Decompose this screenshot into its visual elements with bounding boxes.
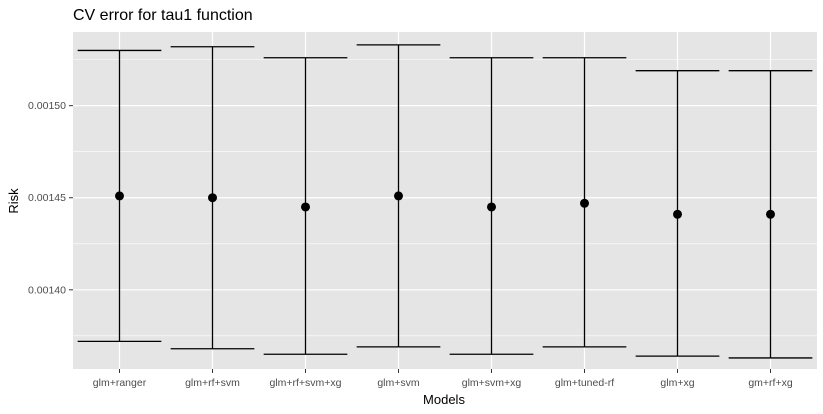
y-axis: 0.00140 0.00145 0.00150: [28, 100, 73, 296]
plot-panel: [73, 32, 817, 369]
mean-point: [394, 191, 403, 201]
error-bars: [77, 44, 813, 359]
x-tick-label: glm+tuned-rf: [555, 377, 614, 389]
mean-point: [301, 202, 310, 212]
y-tick-label: 0.00140: [28, 284, 66, 296]
mean-point: [766, 209, 775, 219]
mean-point: [487, 202, 496, 212]
x-tick-label: glm+rf+svm+xg: [269, 377, 341, 389]
grid-minor: [73, 59, 817, 337]
chart-title: CV error for tau1 function: [73, 7, 253, 24]
x-tick-label: gm+rf+xg: [748, 377, 793, 389]
mean-point: [580, 198, 589, 208]
x-tick-label: glm+svm: [377, 377, 420, 389]
x-tick-label: glm+svm+xg: [462, 377, 522, 389]
y-tick-label: 0.00150: [28, 100, 66, 112]
mean-point: [115, 191, 124, 201]
y-axis-title: Risk: [6, 188, 21, 214]
mean-point: [208, 193, 217, 203]
y-tick-label: 0.00145: [28, 192, 66, 204]
x-axis: glm+ranger glm+rf+svm glm+rf+svm+xg glm+svm…: [93, 369, 793, 389]
x-axis-title: Models: [423, 392, 465, 407]
x-tick-label: glm+ranger: [93, 377, 147, 389]
x-tick-label: glm+xg: [660, 377, 694, 389]
mean-point: [673, 209, 682, 219]
x-tick-label: glm+rf+svm: [185, 377, 240, 389]
